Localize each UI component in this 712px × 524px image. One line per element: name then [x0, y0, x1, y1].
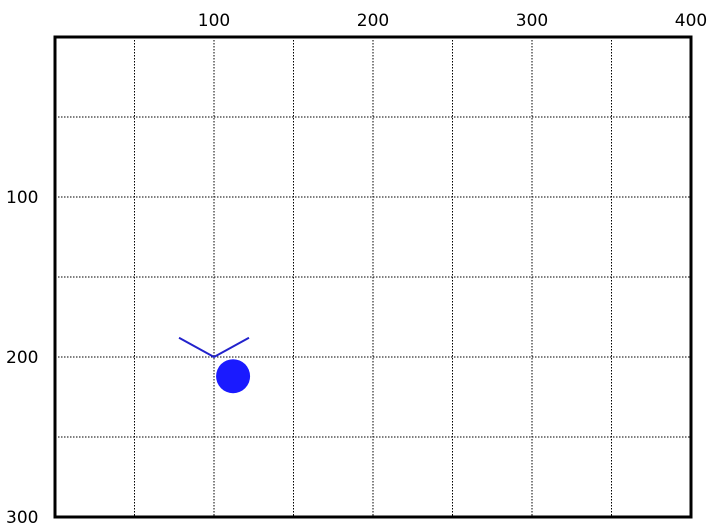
y-axis-tick-labels: 100 200 300	[6, 188, 38, 524]
grid-lines	[55, 37, 691, 517]
blue-point	[216, 359, 251, 394]
y-tick-label-200: 200	[6, 348, 38, 368]
x-tick-label-400: 400	[675, 11, 707, 31]
x-tick-label-100: 100	[198, 11, 230, 31]
plot-marks	[178, 336, 251, 394]
y-tick-label-300: 300	[6, 508, 38, 524]
y-tick-label-100: 100	[6, 188, 38, 208]
v-caret-marker	[178, 336, 250, 359]
plot-frame	[53, 35, 693, 519]
x-tick-label-300: 300	[516, 11, 548, 31]
x-axis-tick-labels: 100 200 300 400	[198, 11, 707, 31]
x-tick-label-200: 200	[357, 11, 389, 31]
